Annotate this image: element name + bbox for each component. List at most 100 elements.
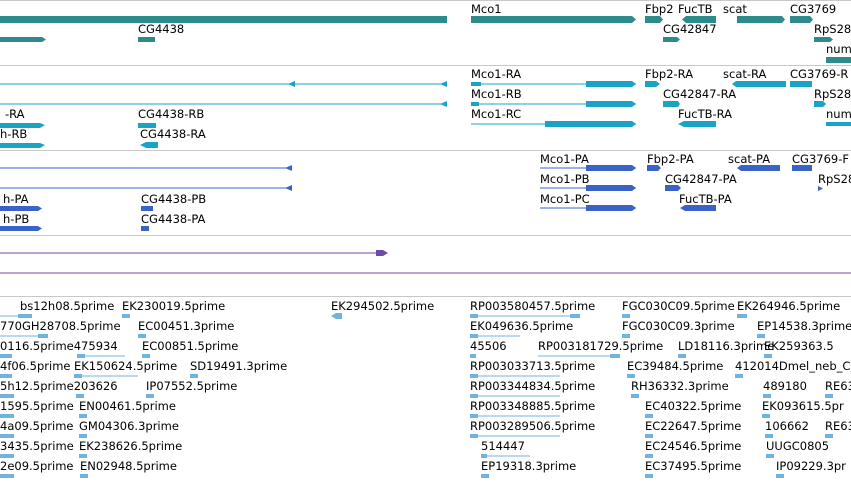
gene-track: CG4438 Mco1 Fbp2 FucTB scat CG3769 CG42847 RpS2… — [0, 0, 851, 65]
est-label[interactable]: EK264946.5prime — [737, 299, 841, 313]
est-track-glyphs — [0, 313, 833, 478]
est-label[interactable]: EK150624.5prime — [74, 359, 178, 373]
protein-label[interactable]: Mco1-PA — [540, 152, 589, 166]
est-label[interactable]: bs12h08.5prime — [20, 299, 115, 313]
est-label[interactable]: 514447 — [481, 439, 525, 453]
transcript-label[interactable]: scat-RA — [723, 67, 767, 81]
est-label[interactable]: RP003289506.5prime — [470, 419, 596, 433]
est-label[interactable]: 489180 — [763, 379, 807, 393]
transcript-label[interactable]: FucTB-RA — [678, 107, 733, 121]
protein-label[interactable]: scat-PA — [728, 152, 771, 166]
est-label[interactable]: EK238626.5prime — [79, 439, 183, 453]
transcript-label[interactable]: -RA — [5, 107, 25, 121]
est-label[interactable]: EC37495.5prime — [645, 459, 742, 473]
track-divider-1 — [0, 0, 851, 1]
est-label[interactable]: 4a09.5prime — [0, 419, 74, 433]
est-label[interactable]: RP003348885.5prime — [470, 399, 596, 413]
est-label[interactable]: FGC030C09.5prime — [622, 299, 735, 313]
est-label[interactable]: EK294502.5prime — [331, 299, 435, 313]
transcript-label[interactable]: RpS28 — [814, 87, 851, 101]
gene-label[interactable]: Fbp2 — [645, 2, 674, 16]
transcript-label[interactable]: num — [826, 107, 851, 121]
est-label[interactable]: EC40322.5prime — [645, 399, 742, 413]
est-label[interactable]: RP003181729.5prime — [538, 339, 664, 353]
transcript-label[interactable]: CG42847-RA — [663, 87, 737, 101]
protein-label[interactable]: CG3769-F — [792, 152, 849, 166]
est-label[interactable]: EC00451.3prime — [138, 319, 235, 333]
gene-label[interactable]: RpS28 — [814, 22, 851, 36]
est-label[interactable]: EC39484.5prime — [627, 359, 724, 373]
transcript-label[interactable]: Mco1-RA — [471, 67, 522, 81]
transcript-label[interactable]: Mco1-RC — [471, 107, 522, 121]
transcript-label[interactable]: h-RB — [0, 127, 28, 141]
est-label[interactable]: UUGC0805 — [766, 439, 830, 453]
est-label[interactable]: IP09229.3pr — [776, 459, 846, 473]
gene-label[interactable]: FucTB — [678, 2, 713, 16]
est-label[interactable]: EK259363.5 — [764, 339, 834, 353]
est-label[interactable]: 2e09.5prime — [0, 459, 74, 473]
est-label[interactable]: 4f06.5prime — [0, 359, 71, 373]
transcript-label[interactable]: CG4438-RA — [140, 127, 206, 141]
est-label[interactable]: RP003580457.5prime — [470, 299, 596, 313]
protein-label[interactable]: CG4438-PB — [141, 192, 207, 206]
est-label[interactable]: EN00461.5prime — [79, 399, 176, 413]
protein-label[interactable]: h-PB — [3, 212, 30, 226]
transcript-label[interactable]: Mco1-RB — [471, 87, 522, 101]
protein-label[interactable]: Fbp2-PA — [647, 152, 694, 166]
track-divider-5 — [0, 296, 851, 297]
est-label[interactable]: GM04306.3prime — [79, 419, 179, 433]
est-label[interactable]: FGC030C09.3prime — [622, 319, 735, 333]
transcript-track: Mco1-RA Fbp2-RA scat-RA CG3769-R Mco1-RB CG42… — [0, 0, 851, 150]
est-label[interactable]: 45506 — [470, 339, 507, 353]
gene-track-glyphs — [0, 16, 851, 63]
est-label[interactable]: RH36332.3prime — [631, 379, 729, 393]
est-label[interactable]: RP003344834.5prime — [470, 379, 596, 393]
protein-label[interactable]: CG4438-PA — [141, 212, 206, 226]
gene-label[interactable]: CG3769 — [790, 2, 837, 16]
est-label[interactable]: EK049636.5prime — [470, 319, 574, 333]
est-label[interactable]: EC00851.5prime — [142, 339, 239, 353]
gene-label[interactable]: CG4438 — [138, 22, 185, 36]
est-label[interactable]: RP003033713.5prime — [470, 359, 596, 373]
transcript-label[interactable]: CG3769-R — [790, 67, 849, 81]
protein-label[interactable]: RpS28 — [818, 172, 851, 186]
est-label[interactable]: 3435.5prime — [0, 439, 74, 453]
purple-track-glyphs — [0, 250, 851, 274]
est-label[interactable]: 770GH28708.5prime — [0, 319, 121, 333]
est-label[interactable]: 5h12.5prime203626 — [0, 379, 118, 393]
track-divider-3 — [0, 150, 851, 151]
transcript-track-glyphs — [0, 81, 851, 148]
est-label[interactable]: EC22647.5prime — [645, 419, 742, 433]
est-label[interactable]: 0116.5prime475934 — [0, 339, 118, 353]
protein-track-glyphs — [0, 165, 823, 231]
track-divider-2 — [0, 65, 851, 66]
est-label[interactable]: SD19491.3prime — [190, 359, 288, 373]
protein-label[interactable]: Mco1-PC — [540, 192, 590, 206]
est-label[interactable]: EK093615.5pr — [762, 399, 844, 413]
est-label[interactable]: EP19318.3prime — [481, 459, 577, 473]
est-label[interactable]: EK230019.5prime — [122, 299, 226, 313]
protein-label[interactable]: Mco1-PB — [540, 172, 590, 186]
protein-label[interactable]: FucTB-PA — [679, 192, 732, 206]
transcript-label[interactable]: CG4438-RB — [138, 107, 205, 121]
protein-label[interactable]: h-PA — [3, 192, 29, 206]
est-label[interactable]: 1595.5prime — [0, 399, 74, 413]
est-label[interactable]: EC24546.5prime — [645, 439, 742, 453]
est-label[interactable]: 106662 — [765, 419, 809, 433]
gene-label[interactable]: CG42847 — [663, 22, 717, 36]
protein-label[interactable]: CG42847-PA — [665, 172, 737, 186]
est-label[interactable]: 412014Dmel_neb_C — [735, 359, 851, 373]
gene-label[interactable]: Mco1 — [471, 2, 502, 16]
est-label[interactable]: LD18116.3prime — [678, 339, 775, 353]
est-label[interactable]: EP14538.3prime — [757, 319, 851, 333]
transcript-label[interactable]: Fbp2-RA — [645, 67, 694, 81]
gene-label[interactable]: num — [826, 42, 851, 56]
gene-label[interactable]: scat — [723, 2, 747, 16]
track-divider-4 — [0, 235, 851, 236]
est-label[interactable]: EN02948.5prime — [80, 459, 177, 473]
est-label[interactable]: IP07552.5prime — [146, 379, 238, 393]
